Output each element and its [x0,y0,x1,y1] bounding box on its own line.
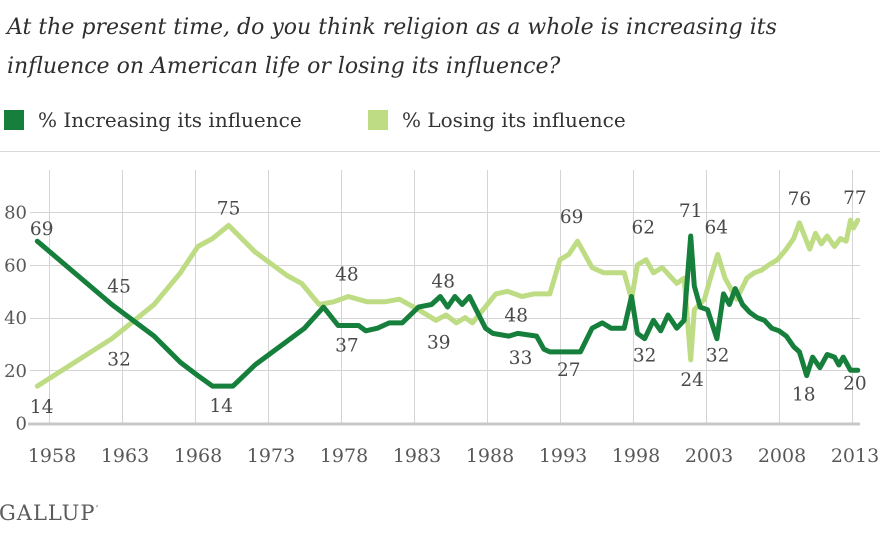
series-line-increasing [34,233,861,389]
point-label-losing-48: 48 [335,265,359,286]
series-line-losing [34,217,861,389]
point-label-losing-76: 76 [788,189,812,210]
point-label-losing-39: 39 [427,332,451,353]
x-tick-label: 1968 [174,445,222,467]
point-label-losing-64: 64 [704,217,728,238]
legend-swatch-increasing-icon [4,110,24,130]
x-tick-label: 1978 [320,445,368,467]
chart-question-title: At the present time, do you think religi… [7,8,847,86]
x-tick-label: 2008 [758,445,806,467]
point-label-losing-69: 69 [560,207,584,228]
point-label-increasing-18: 18 [792,385,816,406]
point-label-losing-62: 62 [631,218,655,239]
legend-swatch-losing-icon [368,110,388,130]
y-tick-label: 40 [4,308,27,329]
point-label-losing-24: 24 [680,370,704,391]
point-label-increasing-32: 32 [706,346,730,367]
y-tick-label: 80 [4,203,27,224]
chart-question-title-line2: influence on American life or losing its… [7,54,561,79]
point-label-increasing-69: 69 [30,219,54,240]
point-label-increasing-48: 48 [431,272,455,293]
x-tick-label: 1973 [247,445,295,467]
gallup-logo: GALLUP’ [0,501,99,525]
point-label-increasing-45: 45 [107,276,131,297]
x-tick-label: 1983 [393,445,441,467]
x-tick-label: 1998 [612,445,660,467]
x-tick-label: 1993 [539,445,587,467]
point-label-losing-48: 48 [504,306,528,327]
legend-label-increasing: % Increasing its influence [38,108,302,132]
chart-question-title-line1: At the present time, do you think religi… [7,15,777,40]
point-label-losing-14: 14 [30,397,54,418]
y-tick-label: 0 [16,414,27,435]
gallup-logo-text: GALLUP [0,501,96,525]
x-tick-label: 1963 [101,445,149,467]
point-label-increasing-27: 27 [557,360,581,381]
point-label-increasing-32: 32 [633,346,657,367]
x-tick-label: 2013 [831,445,879,467]
x-tick-label: 1988 [466,445,514,467]
y-tick-label: 20 [4,361,27,382]
point-label-increasing-71: 71 [679,201,703,222]
point-label-increasing-37: 37 [335,336,359,357]
x-tick-label: 1958 [28,445,76,467]
point-label-losing-32: 32 [107,350,131,371]
point-label-losing-75: 75 [217,198,241,219]
point-label-increasing-14: 14 [210,396,234,417]
point-label-increasing-20: 20 [843,373,867,394]
gallup-trademark: ’ [95,505,100,515]
point-label-losing-77: 77 [843,188,867,209]
x-tick-label: 2003 [685,445,733,467]
legend-item-increasing: % Increasing its influence [4,108,302,132]
point-label-increasing-33: 33 [509,348,533,369]
y-tick-label: 60 [4,255,27,276]
legend-item-losing: % Losing its influence [368,108,626,132]
chart-legend: % Increasing its influence % Losing its … [0,108,880,134]
legend-label-losing: % Losing its influence [402,108,626,132]
